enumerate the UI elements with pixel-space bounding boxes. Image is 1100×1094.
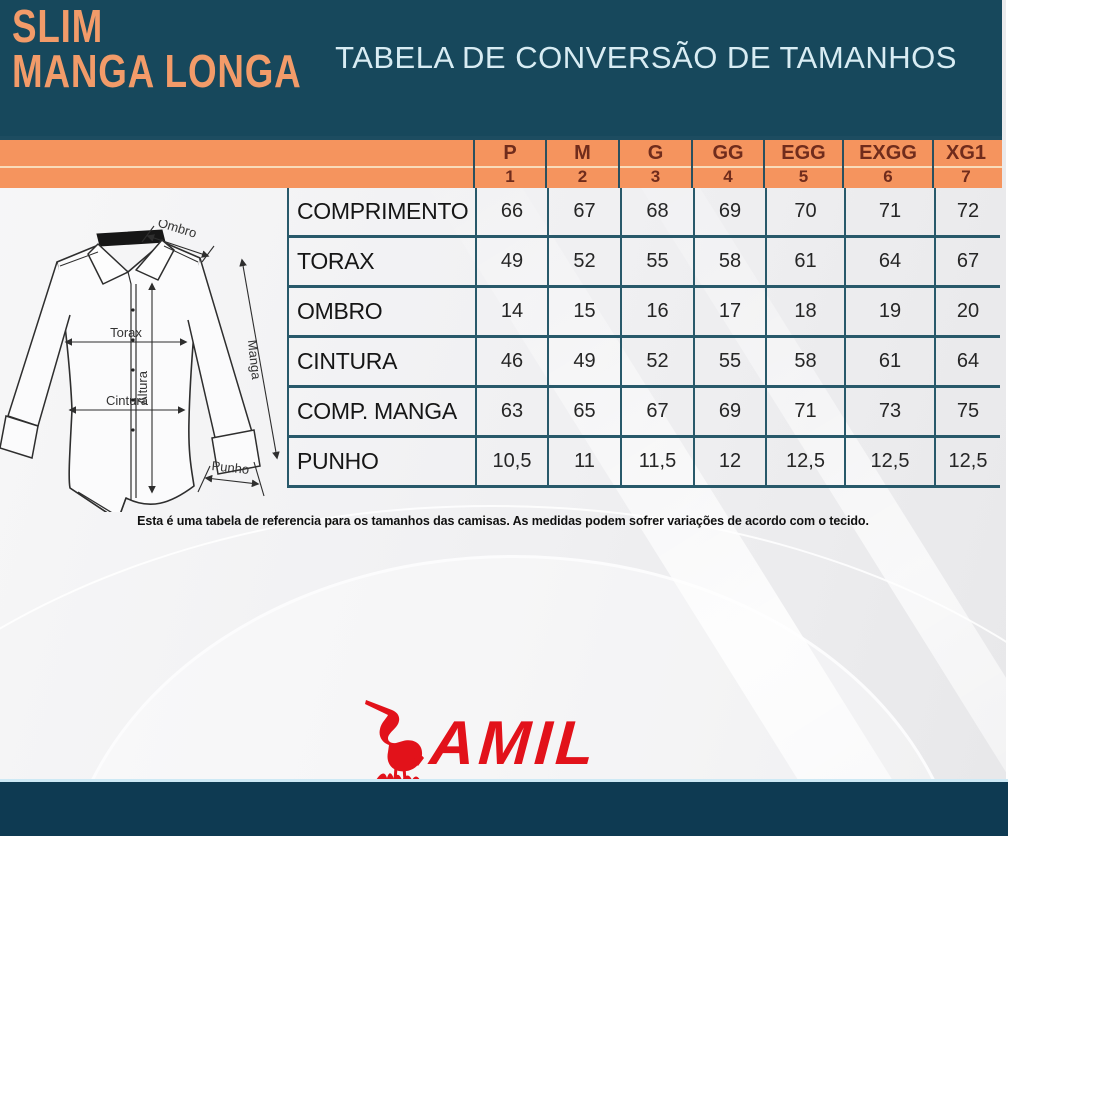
table-cell: 52 bbox=[547, 238, 620, 288]
row-label: CINTURA bbox=[289, 338, 475, 388]
size-number: 2 bbox=[577, 167, 588, 186]
size-col-gg: GG 4 bbox=[691, 140, 763, 188]
table-cell: 49 bbox=[475, 238, 547, 288]
size-col-exgg: EXGG 6 bbox=[842, 140, 932, 188]
table-cell: 70 bbox=[765, 188, 844, 238]
table-cell: 11,5 bbox=[620, 438, 693, 488]
table-cell: 58 bbox=[765, 338, 844, 388]
size-label: XG1 bbox=[945, 142, 987, 164]
label-torax: Torax bbox=[110, 325, 142, 340]
size-label: P bbox=[503, 142, 517, 164]
table-cell: 16 bbox=[620, 288, 693, 338]
heron-icon bbox=[365, 700, 424, 782]
size-label: M bbox=[574, 142, 591, 164]
table-cell: 11 bbox=[547, 438, 620, 488]
table-cell: 64 bbox=[934, 338, 1000, 388]
size-col-egg: EGG 5 bbox=[763, 140, 842, 188]
table-cell: 65 bbox=[547, 388, 620, 438]
table-cell: 12,5 bbox=[765, 438, 844, 488]
size-number: 4 bbox=[723, 167, 733, 186]
size-number: 6 bbox=[883, 167, 893, 186]
size-label: GG bbox=[712, 142, 744, 164]
size-conversion-table: COMPRIMENTO 66 67 68 69 70 71 72 TORAX 4… bbox=[287, 188, 1000, 488]
table-cell: 61 bbox=[844, 338, 934, 388]
brand-line-1: SLIM bbox=[12, 0, 104, 52]
brand-line-2: MANGA LONGA bbox=[12, 45, 302, 98]
label-manga: Manga bbox=[245, 339, 264, 381]
reference-footnote: Esta é uma tabela de referencia para os … bbox=[137, 514, 869, 528]
table-cell: 63 bbox=[475, 388, 547, 438]
table-cell: 75 bbox=[934, 388, 1000, 438]
measurement-arrows bbox=[64, 225, 280, 497]
size-label: EGG bbox=[781, 142, 826, 164]
row-label: TORAX bbox=[289, 238, 475, 288]
amil-logo: AMIL bbox=[365, 700, 600, 782]
table-cell: 73 bbox=[844, 388, 934, 438]
size-number: 1 bbox=[505, 167, 515, 186]
table-cell: 71 bbox=[765, 388, 844, 438]
header-banner: SLIM MANGA LONGA TABELA DE CONVERSÃO DE … bbox=[0, 0, 1002, 136]
table-cell: 10,5 bbox=[475, 438, 547, 488]
table-cell: 18 bbox=[765, 288, 844, 338]
size-label: G bbox=[647, 142, 664, 164]
shirt-outline-icon bbox=[0, 229, 261, 512]
row-label: OMBRO bbox=[289, 288, 475, 338]
size-number: 5 bbox=[798, 167, 809, 186]
table-cell: 67 bbox=[547, 188, 620, 238]
row-label: COMP. MANGA bbox=[289, 388, 475, 438]
footer-band bbox=[0, 779, 1008, 836]
row-label: PUNHO bbox=[289, 438, 475, 488]
table-cell: 69 bbox=[693, 188, 765, 238]
table-cell: 49 bbox=[547, 338, 620, 388]
table-cell: 52 bbox=[620, 338, 693, 388]
table-cell: 14 bbox=[475, 288, 547, 338]
table-cell: 55 bbox=[620, 238, 693, 288]
table-cell: 46 bbox=[475, 338, 547, 388]
label-altura: Altura bbox=[135, 370, 150, 405]
table-cell: 12 bbox=[693, 438, 765, 488]
table-cell: 15 bbox=[547, 288, 620, 338]
table-cell: 68 bbox=[620, 188, 693, 238]
amil-wordmark: AMIL bbox=[426, 709, 600, 778]
size-col-xg1: XG1 7 bbox=[932, 140, 998, 188]
label-cintura: Cintura bbox=[106, 393, 149, 408]
swoosh-arc bbox=[0, 505, 1006, 782]
shirt-measurement-diagram: Ombro Torax Altura Cintura Manga Punho bbox=[0, 220, 280, 512]
table-cell: 19 bbox=[844, 288, 934, 338]
table-cell: 69 bbox=[693, 388, 765, 438]
page-title: TABELA DE CONVERSÃO DE TAMANHOS bbox=[335, 40, 957, 75]
size-number: 7 bbox=[961, 167, 971, 186]
table-cell: 71 bbox=[844, 188, 934, 238]
table-cell: 72 bbox=[934, 188, 1000, 238]
table-cell: 64 bbox=[844, 238, 934, 288]
label-punho: Punho bbox=[211, 458, 250, 477]
brand-block: SLIM MANGA LONGA bbox=[12, 0, 302, 98]
size-label: EXGG bbox=[859, 142, 917, 164]
band-divider bbox=[0, 166, 1002, 168]
row-label: COMPRIMENTO bbox=[289, 188, 475, 238]
table-cell: 67 bbox=[620, 388, 693, 438]
table-cell: 67 bbox=[934, 238, 1000, 288]
size-number: 3 bbox=[650, 167, 661, 186]
table-cell: 17 bbox=[693, 288, 765, 338]
table-cell: 55 bbox=[693, 338, 765, 388]
table-cell: 61 bbox=[765, 238, 844, 288]
table-cell: 12,5 bbox=[934, 438, 1000, 488]
table-cell: 20 bbox=[934, 288, 1000, 338]
table-cell: 12,5 bbox=[844, 438, 934, 488]
table-cell: 66 bbox=[475, 188, 547, 238]
table-cell: 58 bbox=[693, 238, 765, 288]
